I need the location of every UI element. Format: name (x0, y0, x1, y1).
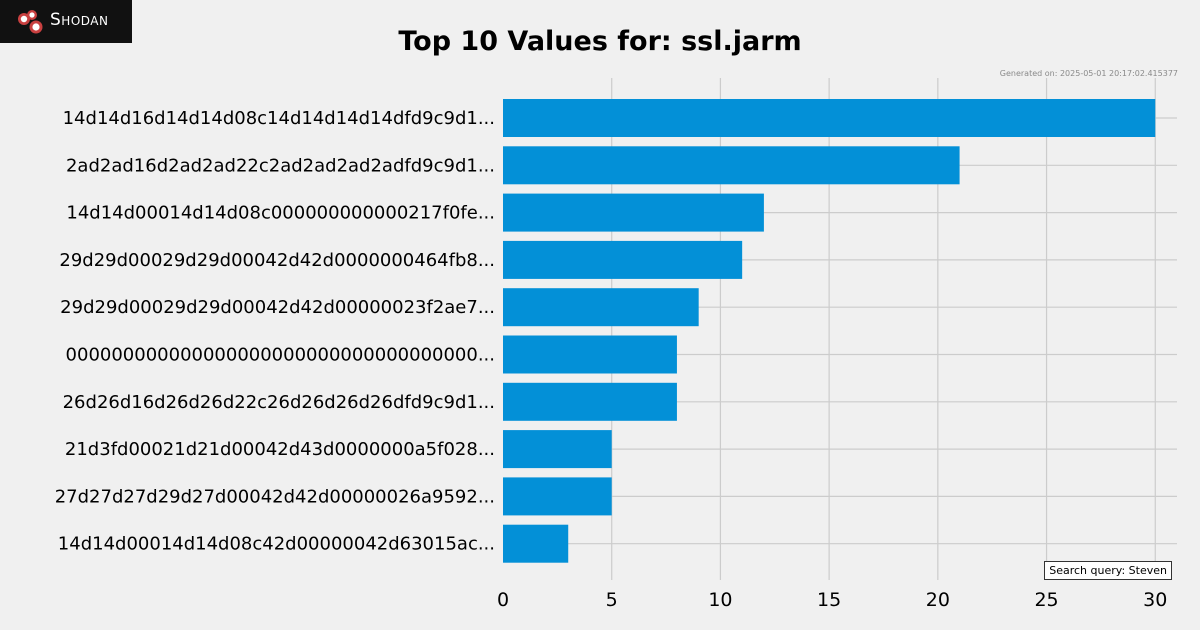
bar (503, 146, 960, 185)
category-label: 000000000000000000000000000000000000... (66, 345, 495, 366)
bar (503, 288, 699, 327)
x-tick-label: 10 (708, 589, 732, 611)
category-label: 27d27d27d29d27d00042d42d00000026a9592... (55, 486, 495, 507)
category-label: 2ad2ad16d2ad2ad22c2ad2ad2ad2adfd9c9d1... (66, 155, 495, 176)
category-label: 29d29d00029d29d00042d42d0000000464fb8... (59, 250, 495, 271)
x-tick-label: 30 (1143, 589, 1167, 611)
bar (503, 193, 764, 232)
search-query-box: Search query: Steven (1044, 561, 1172, 580)
x-tick-label: 25 (1034, 589, 1058, 611)
bar (503, 524, 569, 563)
category-label: 21d3fd00021d21d00042d43d0000000a5f028... (65, 439, 495, 460)
bar (503, 99, 1156, 137)
bars (503, 99, 1156, 563)
x-tick-label: 0 (497, 589, 509, 611)
category-label: 26d26d16d26d26d22c26d26d26d26dfd9c9d1... (63, 392, 495, 413)
x-tick-label: 5 (606, 589, 618, 611)
bar (503, 240, 743, 279)
category-label: 14d14d00014d14d08c000000000000217f0fe... (66, 203, 495, 224)
logo-text: Shodan (50, 10, 109, 30)
bar (503, 335, 677, 374)
shodan-logo[interactable]: Shodan (0, 0, 132, 43)
chart-title: Top 10 Values for: ssl.jarm (398, 26, 802, 57)
category-label: 14d14d16d14d14d08c14d14d14d14dfd9c9d1... (63, 108, 495, 129)
category-labels: 14d14d16d14d14d08c14d14d14d14dfd9c9d1...… (55, 108, 495, 555)
x-tick-labels: 0 5 10 15 20 25 30 (497, 589, 1167, 611)
category-label: 14d14d00014d14d08c42d00000042d63015ac... (58, 534, 495, 555)
x-tick-label: 15 (817, 589, 841, 611)
bar (503, 430, 612, 469)
generated-timestamp: Generated on: 2025-05-01 20:17:02.415377 (999, 69, 1178, 78)
bar (503, 382, 677, 421)
x-tick-label: 20 (926, 589, 950, 611)
shodan-logo-icon (18, 10, 43, 34)
category-label: 29d29d00029d29d00042d42d00000023f2ae7... (60, 297, 495, 318)
bar (503, 477, 612, 516)
